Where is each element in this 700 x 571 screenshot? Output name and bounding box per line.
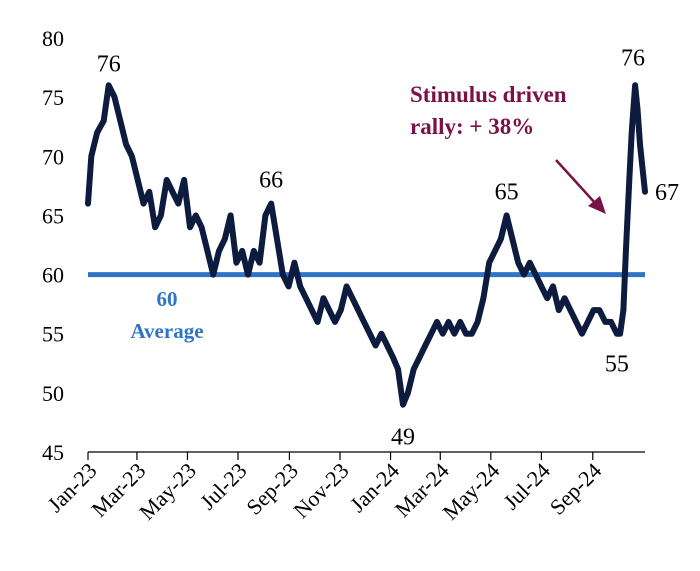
y-tick-label: 50 <box>42 381 64 406</box>
data-label: 76 <box>97 51 121 77</box>
y-tick-label: 45 <box>42 440 64 465</box>
data-label: 65 <box>495 179 519 205</box>
data-label: 49 <box>391 425 415 451</box>
y-tick-label: 75 <box>42 85 64 110</box>
data-label: 66 <box>259 168 283 194</box>
x-tick-label: May-23 <box>134 458 201 525</box>
y-tick-label: 70 <box>42 144 64 169</box>
y-tick-label: 80 <box>42 26 64 51</box>
x-tick-label: May-24 <box>437 458 504 525</box>
data-label: 76 <box>621 45 645 71</box>
x-tick-label: Jul-23 <box>195 458 252 515</box>
callout-arrow-head <box>588 196 606 214</box>
callout-line-1: Stimulus driven <box>410 82 567 107</box>
average-value-label: 60 <box>157 287 178 311</box>
y-axis-ticks: 45 50 55 60 65 70 75 80 <box>42 26 64 465</box>
data-label: 67 <box>655 180 679 206</box>
x-axis-ticks: Jan-23Mar-23May-23Jul-23Sep-23Nov-23Jan-… <box>42 452 606 525</box>
x-tick-label: Sep-24 <box>545 458 607 520</box>
peak-labels: 76 66 49 65 55 76 67 <box>97 45 679 450</box>
callout-line-2: rally: + 38% <box>410 114 534 139</box>
x-tick-label: Nov-23 <box>288 458 353 523</box>
y-tick-label: 55 <box>42 322 64 347</box>
x-tick-label: Jul-24 <box>498 458 555 515</box>
series-line <box>85 82 648 408</box>
data-label: 55 <box>605 352 629 378</box>
average-text-label: Average <box>130 319 203 343</box>
y-tick-label: 60 <box>42 263 64 288</box>
y-tick-label: 65 <box>42 203 64 228</box>
callout-arrow-shaft <box>555 159 597 205</box>
callout-arrow <box>555 159 606 214</box>
